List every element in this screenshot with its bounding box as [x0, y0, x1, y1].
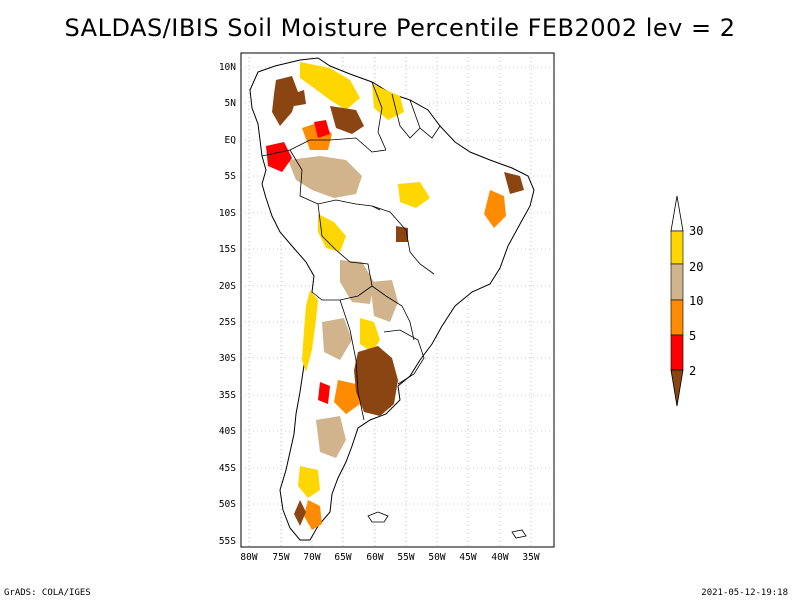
- legend-top-triangle: [670, 195, 684, 232]
- lon-tick-label: 60W: [366, 552, 383, 563]
- legend-swatch: [670, 334, 684, 371]
- shading-layer: [266, 62, 524, 530]
- lat-tick-label: 15S: [219, 244, 236, 255]
- lon-tick-label: 45W: [459, 552, 476, 563]
- footer-timestamp: 2021-05-12-19:18: [701, 588, 788, 598]
- legend-label: 20: [689, 260, 703, 274]
- lat-tick-label: 10S: [219, 208, 236, 219]
- legend-swatch: [670, 263, 684, 301]
- footer-credit: GrADS: COLA/IGES: [4, 588, 91, 598]
- lat-tick-label: 50S: [219, 499, 236, 510]
- lat-tick-label: 55S: [219, 536, 236, 547]
- lon-tick-label: 65W: [334, 552, 351, 563]
- falklands-island: [367, 511, 389, 523]
- country-borders: [261, 81, 441, 421]
- lon-tick-label: 55W: [397, 552, 414, 563]
- lon-tick-label: 75W: [272, 552, 289, 563]
- lon-tick-label: 40W: [491, 552, 508, 563]
- lon-tick-label: 80W: [240, 552, 257, 563]
- lat-tick-label: 25S: [219, 317, 236, 328]
- lat-tick-label: EQ: [225, 135, 237, 146]
- legend-label: 2: [689, 364, 696, 378]
- legend-label: 30: [689, 224, 703, 238]
- lat-axis: 10N 5N EQ 5S 10S 15S 20S 25S 30S 35S 40S…: [219, 62, 236, 547]
- map-title: SALDAS/IBIS Soil Moisture Percentile FEB…: [64, 14, 736, 42]
- lon-tick-label: 50W: [428, 552, 445, 563]
- island-east: [511, 529, 527, 539]
- lat-tick-label: 35S: [219, 390, 236, 401]
- legend-label: 5: [689, 329, 696, 343]
- lon-axis: 80W 75W 70W 65W 60W 55W 50W 45W 40W 35W: [240, 552, 539, 563]
- lon-tick-label: 35W: [522, 552, 539, 563]
- legend-swatch: [670, 230, 684, 265]
- lat-tick-label: 10N: [219, 62, 236, 73]
- lat-tick-label: 5S: [225, 171, 237, 182]
- color-legend: 30 20 10 5 2: [670, 195, 703, 407]
- lat-tick-label: 45S: [219, 463, 236, 474]
- legend-swatch: [670, 299, 684, 336]
- lon-tick-label: 70W: [303, 552, 320, 563]
- lat-tick-label: 30S: [219, 353, 236, 364]
- lat-tick-label: 40S: [219, 426, 236, 437]
- lat-tick-label: 20S: [219, 281, 236, 292]
- legend-bottom-triangle: [670, 369, 684, 407]
- lat-tick-label: 5N: [225, 98, 237, 109]
- legend-label: 10: [689, 294, 703, 308]
